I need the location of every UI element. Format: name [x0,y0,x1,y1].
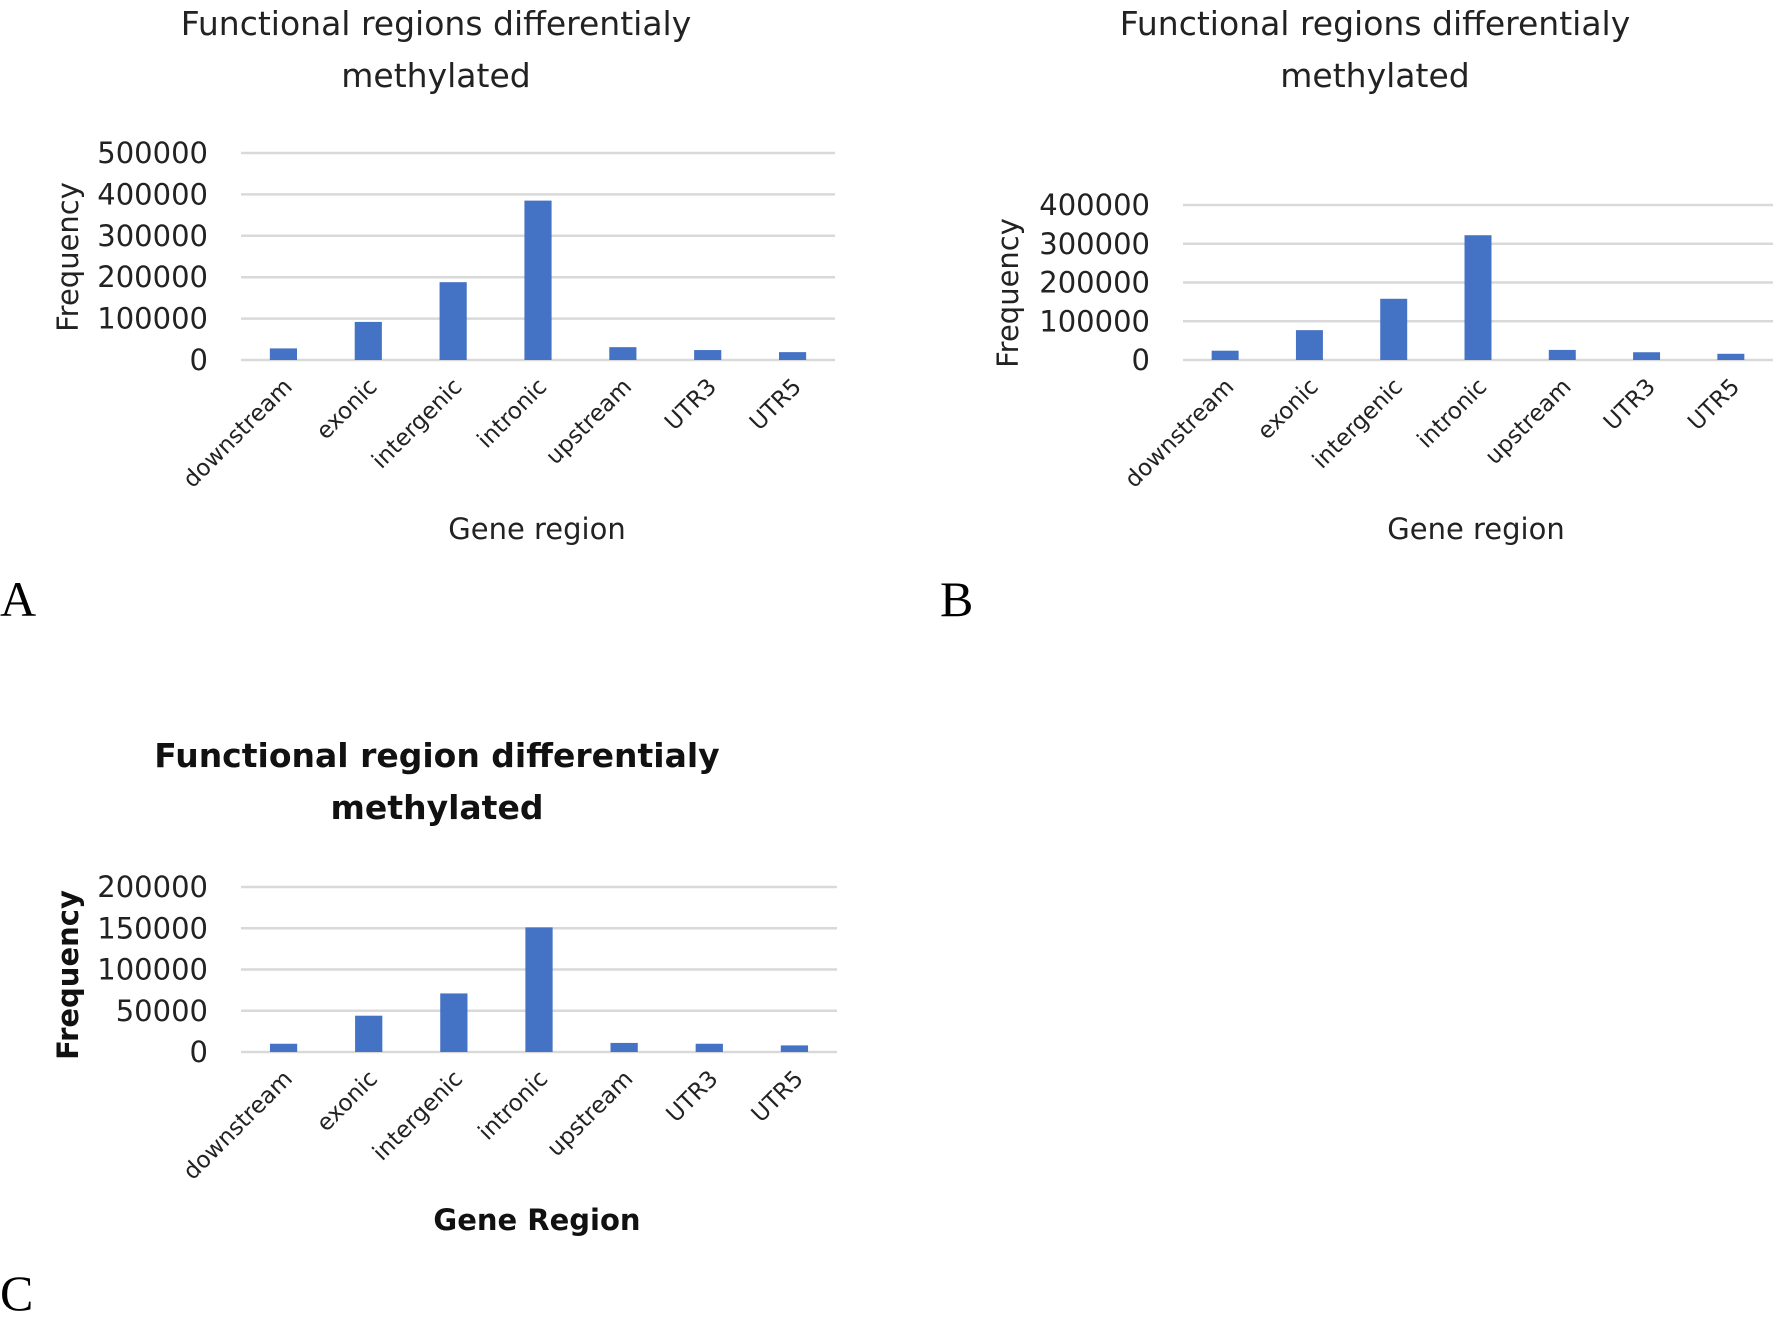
chart-b-ytick-label: 400000 [1039,188,1150,222]
chart-c-bar-exonic [355,1015,383,1052]
chart-c-xtick-label: downstream [179,1066,298,1185]
chart-b-plot: 0 100000 200000 300000 400000 downstream exoni… [1039,188,1773,493]
chart-b-bar-exonic [1295,330,1323,360]
panel-label-b: B [940,571,973,627]
chart-c-bar-downstream [269,1043,298,1052]
chart-c-bar-utr3 [695,1043,723,1052]
chart-a-bar-intronic [524,200,552,360]
chart-a-xtick-label: exonic [312,374,383,445]
chart-b-bar-utr3 [1633,352,1661,360]
chart-a-bar-downstream [269,348,298,360]
chart-c-bar-intronic [525,927,553,1052]
chart-b-bar-intronic [1464,235,1492,360]
chart-b-ytick-label: 100000 [1039,304,1150,338]
chart-a-xlabel: Gene region [448,512,625,546]
chart-c-xlabel: Gene Region [433,1203,640,1237]
chart-b-title-line-2: methylated [1280,56,1469,95]
chart-c-xtick-label: exonic [312,1066,383,1137]
chart-c-xtick-label: upstream [542,1066,638,1162]
chart-c-ytick-label: 0 [190,1035,208,1069]
chart-c-xtick-label: intergenic [368,1066,468,1166]
chart-b-xtick-label: exonic [1253,374,1324,445]
chart-a-plot: 0 100000 200000 300000 400000 500000 downstrea… [97,136,835,493]
chart-a-ytick-label: 200000 [97,260,208,294]
chart-b-xtick-label: intronic [1413,374,1493,454]
chart-c-ylabel: Frequency [51,890,85,1060]
chart-b-bar-utr5 [1717,353,1745,360]
chart-a: Functional regions differentialy methyla… [0,4,835,627]
chart-b-ylabel: Frequency [991,218,1025,368]
chart-b: Functional regions differentialy methyla… [940,4,1773,627]
chart-c-ytick-label: 150000 [97,911,208,945]
chart-a-ytick-label: 0 [190,343,208,377]
chart-b-xtick-label: downstream [1120,374,1239,493]
chart-a-xtick-label: downstream [178,374,297,493]
panel-label-a: A [0,571,36,627]
chart-b-title-line-1: Functional regions differentialy [1120,4,1631,43]
chart-c-bar-upstream [610,1042,638,1052]
chart-a-bar-exonic [354,321,382,360]
chart-a-title-line-1: Functional regions differentialy [181,4,692,43]
chart-a-ytick-label: 400000 [97,177,208,211]
chart-c-xtick-label: UTR3 [662,1066,724,1128]
chart-c: Functional region differentialy methylat… [0,736,837,1321]
chart-a-bar-intergenic [439,282,467,360]
chart-b-xtick-label: upstream [1481,374,1577,470]
chart-a-ytick-label: 300000 [97,219,208,253]
chart-c-bar-intergenic [440,993,468,1052]
chart-a-xtick-label: UTR5 [745,374,807,436]
chart-a-bar-upstream [609,347,637,360]
chart-c-title-line-1: Functional region differentialy [154,736,719,775]
chart-a-xtick-label: UTR3 [660,374,722,436]
chart-a-title-line-2: methylated [341,56,530,95]
chart-a-ylabel: Frequency [51,182,85,332]
chart-a-ytick-label: 100000 [97,302,208,336]
chart-b-xtick-label: UTR5 [1683,374,1745,436]
chart-b-bar-intergenic [1380,298,1408,360]
chart-b-ytick-label: 200000 [1039,266,1150,300]
chart-c-xtick-label: UTR5 [747,1066,809,1128]
panel-label-c: C [0,1265,33,1321]
chart-b-bar-downstream [1211,350,1239,360]
chart-a-ytick-label: 500000 [97,136,208,170]
chart-b-xtick-label: intergenic [1308,374,1408,474]
chart-c-xtick-label: intronic [474,1066,554,1146]
chart-a-bar-utr3 [694,350,722,360]
chart-a-xtick-label: intronic [473,374,553,454]
chart-b-bar-upstream [1548,349,1576,360]
chart-c-ytick-label: 100000 [97,953,208,987]
chart-c-title-line-2: methylated [331,788,544,827]
chart-c-bar-utr5 [780,1045,809,1052]
chart-b-xlabel: Gene region [1387,512,1564,546]
chart-b-ytick-label: 300000 [1039,227,1150,261]
chart-a-bar-utr5 [778,352,807,360]
chart-c-ytick-label: 200000 [97,870,208,904]
chart-b-xtick-label: UTR3 [1599,374,1661,436]
chart-a-xtick-label: upstream [541,374,637,470]
chart-c-plot: 0 50000 100000 150000 200000 downstream exonic… [97,870,837,1185]
chart-a-xtick-label: intergenic [367,374,467,474]
chart-c-ytick-label: 50000 [116,994,208,1028]
chart-b-ytick-label: 0 [1132,343,1150,377]
